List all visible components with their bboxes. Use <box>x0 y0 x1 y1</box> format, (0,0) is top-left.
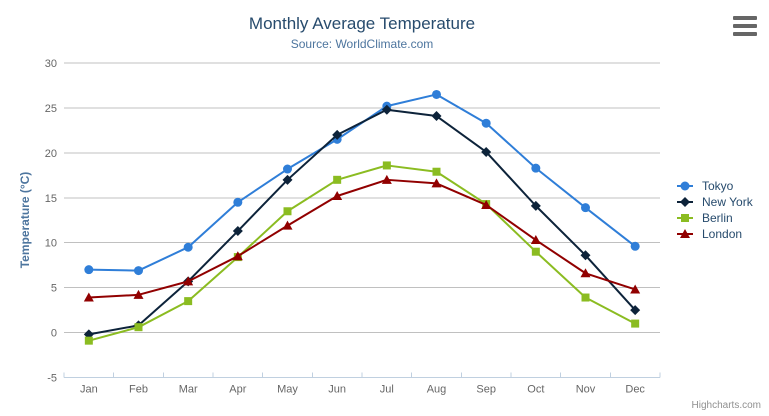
y-axis-label: -5 <box>47 373 57 385</box>
legend-label: Berlin <box>702 211 733 225</box>
data-point-tokyo-aug[interactable] <box>432 89 441 99</box>
data-point-berlin-nov[interactable] <box>581 293 590 302</box>
data-point-new-york-aug[interactable] <box>431 111 442 122</box>
data-point-tokyo-may[interactable] <box>283 164 292 174</box>
data-point-berlin-dec[interactable] <box>631 319 640 328</box>
x-axis-label-dec: Dec <box>625 384 645 396</box>
legend-symbol-london <box>680 229 690 238</box>
legend-symbol-new-york <box>680 197 690 207</box>
data-point-tokyo-feb[interactable] <box>134 266 143 276</box>
data-point-berlin-jun[interactable] <box>333 175 342 184</box>
y-axis-label: 30 <box>45 58 57 70</box>
export-menu-button[interactable] <box>733 16 757 36</box>
data-point-tokyo-sep[interactable] <box>481 118 491 128</box>
data-point-new-york-jun[interactable] <box>332 129 343 140</box>
chart-subtitle: Source: WorldClimate.com <box>290 37 434 51</box>
hamburger-icon <box>733 32 757 36</box>
y-axis-title: Temperature (°C) <box>18 171 32 269</box>
data-point-london-feb[interactable] <box>133 289 144 299</box>
data-point-new-york-jul[interactable] <box>381 104 392 115</box>
hamburger-icon <box>733 16 757 20</box>
data-point-new-york-apr[interactable] <box>232 226 243 237</box>
data-point-london-jun[interactable] <box>332 190 343 200</box>
series-tokyo <box>84 89 640 276</box>
data-point-london-jul[interactable] <box>381 174 392 184</box>
data-point-tokyo-mar[interactable] <box>183 242 193 252</box>
data-point-new-york-dec[interactable] <box>630 305 641 316</box>
legend-item-tokyo[interactable]: Tokyo <box>676 178 753 194</box>
data-point-london-may[interactable] <box>282 220 293 230</box>
legend-marker-triangle-icon <box>677 229 693 238</box>
y-axis-label: 25 <box>45 103 57 115</box>
legend-marker-diamond-icon <box>677 197 693 207</box>
data-point-london-oct[interactable] <box>530 235 541 245</box>
data-point-london-mar[interactable] <box>183 276 194 286</box>
data-point-berlin-jul[interactable] <box>382 161 391 170</box>
x-axis-label-jun: Jun <box>328 384 346 396</box>
data-point-tokyo-jan[interactable] <box>84 265 94 275</box>
y-axis-label: 10 <box>45 238 57 250</box>
legend-label: Tokyo <box>702 179 734 193</box>
data-point-london-dec[interactable] <box>630 284 641 294</box>
legend-symbol-berlin <box>681 214 689 222</box>
data-point-berlin-may[interactable] <box>283 207 292 216</box>
data-point-london-nov[interactable] <box>580 268 591 278</box>
hamburger-icon <box>733 24 757 28</box>
data-point-london-jan[interactable] <box>83 292 94 302</box>
y-axis-labels: -5 0 5 10 15 20 25 30 <box>45 58 57 385</box>
series-line-tokyo <box>88 93 636 272</box>
data-point-berlin-oct[interactable] <box>531 247 540 256</box>
x-axis-label-may: May <box>277 384 298 396</box>
legend-label: New York <box>702 195 753 209</box>
series-line-london <box>88 178 636 299</box>
x-axis-label-oct: Oct <box>527 384 544 396</box>
legend-marker-circle-icon <box>677 181 693 191</box>
series-line-berlin <box>88 164 636 342</box>
data-point-tokyo-apr[interactable] <box>233 197 243 207</box>
data-point-new-york-sep[interactable] <box>481 146 492 157</box>
series-new-york <box>83 104 641 340</box>
y-axis-label: 15 <box>45 193 57 205</box>
series-london <box>83 174 641 302</box>
legend-symbol-tokyo <box>680 181 690 191</box>
data-point-berlin-mar[interactable] <box>184 297 193 306</box>
x-axis-label-jul: Jul <box>380 384 394 396</box>
data-point-new-york-may[interactable] <box>282 174 293 185</box>
data-point-new-york-nov[interactable] <box>580 250 591 261</box>
x-axis: Jan Feb Mar Apr May Jun Jul Aug Sep Oct Nov Dec <box>63 372 661 396</box>
legend-item-berlin[interactable]: Berlin <box>676 210 753 226</box>
data-point-tokyo-nov[interactable] <box>581 203 590 213</box>
data-point-tokyo-oct[interactable] <box>531 163 541 173</box>
x-axis-label-sep: Sep <box>476 384 496 396</box>
data-point-london-aug[interactable] <box>431 178 442 188</box>
credits-link[interactable]: Highcharts.com <box>691 400 761 411</box>
data-point-new-york-oct[interactable] <box>530 200 541 211</box>
x-axis-label-jan: Jan <box>80 384 98 396</box>
y-axis-label: 0 <box>51 328 57 340</box>
x-axis-label-aug: Aug <box>427 384 447 396</box>
x-axis-label-mar: Mar <box>179 384 198 396</box>
x-axis-label-nov: Nov <box>576 384 596 396</box>
data-point-berlin-jan[interactable] <box>84 336 93 345</box>
series-line-new-york <box>88 108 636 336</box>
gridlines <box>64 62 660 378</box>
chart-title: Monthly Average Temperature <box>248 14 476 33</box>
data-point-berlin-aug[interactable] <box>432 167 441 176</box>
legend-label: London <box>702 227 743 241</box>
legend-marker-square-icon <box>677 214 693 222</box>
data-point-london-sep[interactable] <box>481 199 492 209</box>
data-point-london-apr[interactable] <box>232 251 243 261</box>
y-axis-label: 20 <box>45 148 57 160</box>
data-point-berlin-feb[interactable] <box>134 323 143 332</box>
legend: Tokyo New York Berlin London <box>676 178 753 242</box>
legend-item-new-york[interactable]: New York <box>676 194 753 210</box>
data-point-tokyo-dec[interactable] <box>630 241 640 251</box>
y-axis-label: 5 <box>51 283 57 295</box>
legend-item-london[interactable]: London <box>676 226 753 242</box>
x-axis-label-apr: Apr <box>229 384 246 396</box>
x-axis-label-feb: Feb <box>129 384 148 396</box>
